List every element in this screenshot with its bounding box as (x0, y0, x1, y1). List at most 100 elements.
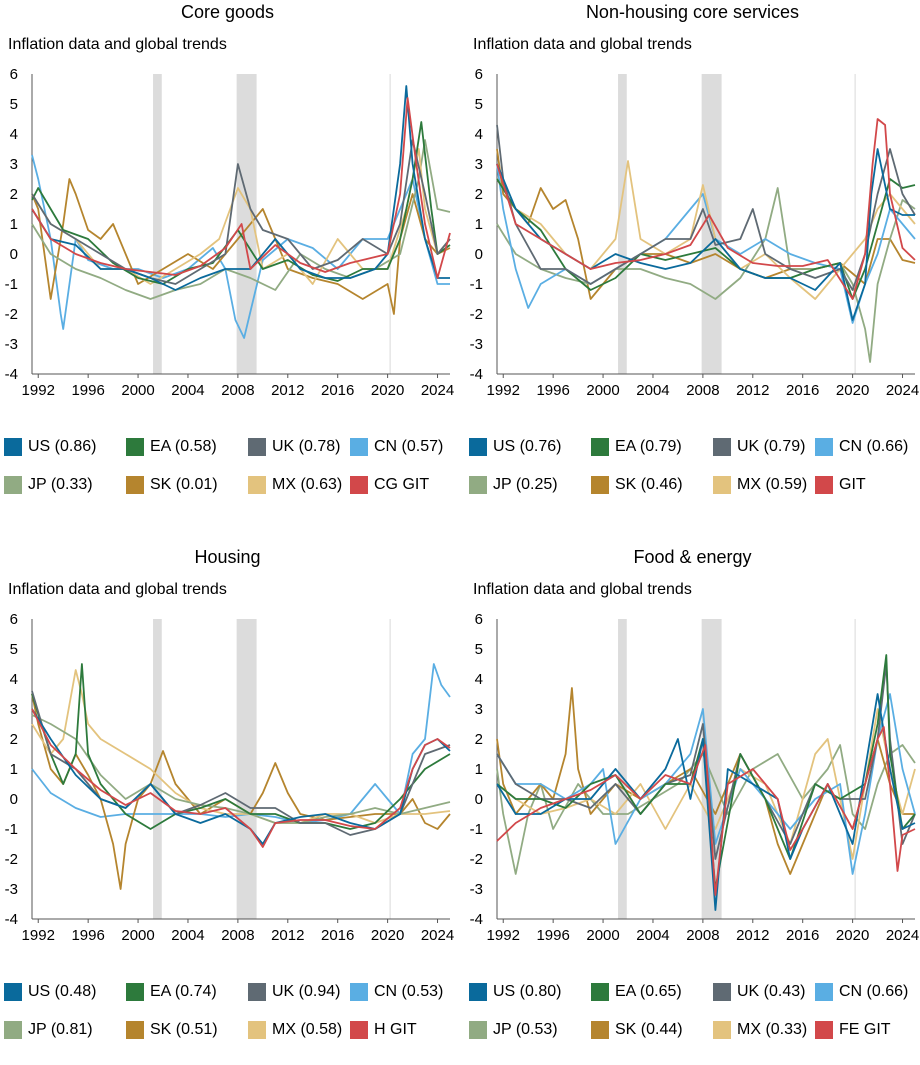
legend-swatch (815, 476, 833, 494)
legend-label: UK (0.79) (737, 438, 806, 455)
legend-label: EA (0.74) (150, 983, 217, 1000)
legend-label: GIT (839, 476, 866, 493)
x-tick-label: 2016 (321, 927, 354, 944)
legend-swatch (126, 983, 144, 1001)
x-tick-label: 2020 (836, 927, 869, 944)
legend-swatch (815, 983, 833, 1001)
legend-label: SK (0.51) (150, 1021, 218, 1038)
x-tick-label: 2020 (371, 927, 404, 944)
legend-label: FE GIT (839, 1021, 891, 1038)
y-tick-label: 1 (10, 216, 18, 233)
legend-item-uk: UK (0.43) (713, 983, 805, 1001)
legend-item-us: US (0.80) (469, 983, 561, 1001)
x-tick-label: 1996 (71, 382, 104, 399)
y-tick-label: 2 (475, 731, 483, 748)
y-tick-label: -2 (5, 851, 18, 868)
legend-swatch (469, 1021, 487, 1039)
x-tick-label: 1992 (22, 382, 55, 399)
legend-label: US (0.76) (493, 438, 562, 455)
chart-panel-core-goods: Core goods Inflation data and global tre… (0, 0, 455, 520)
legend-swatch (815, 438, 833, 456)
series-line-git (31, 97, 451, 279)
recession-band (701, 619, 722, 919)
x-tick-label: 2012 (736, 382, 769, 399)
y-tick-label: -1 (470, 821, 483, 838)
y-tick-label: -4 (5, 911, 18, 928)
legend-item-uk: UK (0.79) (713, 438, 805, 456)
y-tick-label: -3 (470, 336, 483, 353)
legend-label: SK (0.46) (615, 476, 683, 493)
legend-item-git: H GIT (350, 1021, 417, 1039)
y-tick-label: -3 (5, 336, 18, 353)
series-line-git (31, 708, 451, 848)
legend-label: US (0.86) (28, 438, 97, 455)
legend-label: CN (0.66) (839, 438, 909, 455)
legend-item-sk: SK (0.44) (591, 1021, 683, 1039)
chart-title: Core goods (180, 2, 275, 22)
legend-label: CN (0.53) (374, 983, 444, 1000)
y-tick-label: 4 (475, 126, 483, 143)
x-tick-label: 1996 (71, 927, 104, 944)
chart-title: Housing (194, 547, 261, 567)
y-tick-label: 6 (475, 611, 483, 628)
legend-item-us: US (0.48) (4, 983, 96, 1001)
legend-item-jp: JP (0.25) (469, 476, 558, 494)
legend-label: MX (0.33) (737, 1021, 808, 1038)
x-tick-label: 2012 (271, 382, 304, 399)
x-tick-label: 2000 (586, 927, 619, 944)
legend-swatch (713, 1021, 731, 1039)
y-tick-label: 4 (475, 671, 483, 688)
legend-item-git: CG GIT (350, 476, 429, 494)
y-tick-label: 6 (10, 611, 18, 628)
legend-label: EA (0.79) (615, 438, 682, 455)
x-tick-label: 2004 (636, 382, 669, 399)
x-tick-label: 2024 (421, 927, 454, 944)
legend-label: JP (0.81) (28, 1021, 93, 1038)
y-tick-label: 0 (475, 246, 483, 263)
series-line-ea (31, 663, 451, 830)
y-tick-label: 2 (10, 731, 18, 748)
x-tick-label: 1992 (487, 927, 520, 944)
series-line-uk (496, 663, 916, 860)
series-line-jp (31, 714, 451, 824)
series-line-jp (496, 744, 916, 875)
legend-item-ea: EA (0.79) (591, 438, 682, 456)
legend-item-us: US (0.76) (469, 438, 561, 456)
y-tick-label: 0 (10, 791, 18, 808)
chart-subtitle: Inflation data and global trends (8, 36, 227, 53)
legend-item-mx: MX (0.33) (713, 1021, 807, 1039)
recession-band (618, 74, 627, 374)
legend-item-cn: CN (0.66) (815, 438, 908, 456)
x-tick-label: 2008 (221, 382, 254, 399)
legend-item-jp: JP (0.33) (4, 476, 93, 494)
y-tick-label: 3 (10, 701, 18, 718)
legend-label: US (0.48) (28, 983, 97, 1000)
legend-swatch (126, 1021, 144, 1039)
y-tick-label: 1 (475, 761, 483, 778)
series-line-git (496, 726, 916, 896)
x-tick-label: 2008 (686, 927, 719, 944)
legend-label: JP (0.53) (493, 1021, 558, 1038)
legend-item-jp: JP (0.53) (469, 1021, 558, 1039)
series-line-ea (496, 654, 916, 890)
legend-swatch (4, 438, 22, 456)
y-tick-label: 6 (10, 66, 18, 83)
legend-item-cn: CN (0.53) (350, 983, 443, 1001)
series-line-cn (31, 154, 450, 339)
legend-swatch (350, 438, 368, 456)
y-tick-label: 3 (10, 156, 18, 173)
legend-swatch (713, 476, 731, 494)
legend-item-jp: JP (0.81) (4, 1021, 93, 1039)
x-tick-label: 2024 (886, 382, 919, 399)
legend-swatch (591, 1021, 609, 1039)
legend-swatch (4, 476, 22, 494)
legend-item-cn: CN (0.66) (815, 983, 908, 1001)
x-tick-label: 2020 (371, 382, 404, 399)
x-tick-label: 2008 (686, 382, 719, 399)
y-tick-label: -4 (470, 911, 483, 928)
chart-panel-non-housing-core-services: Non-housing core services Inflation data… (465, 0, 920, 520)
recession-band (236, 619, 257, 919)
